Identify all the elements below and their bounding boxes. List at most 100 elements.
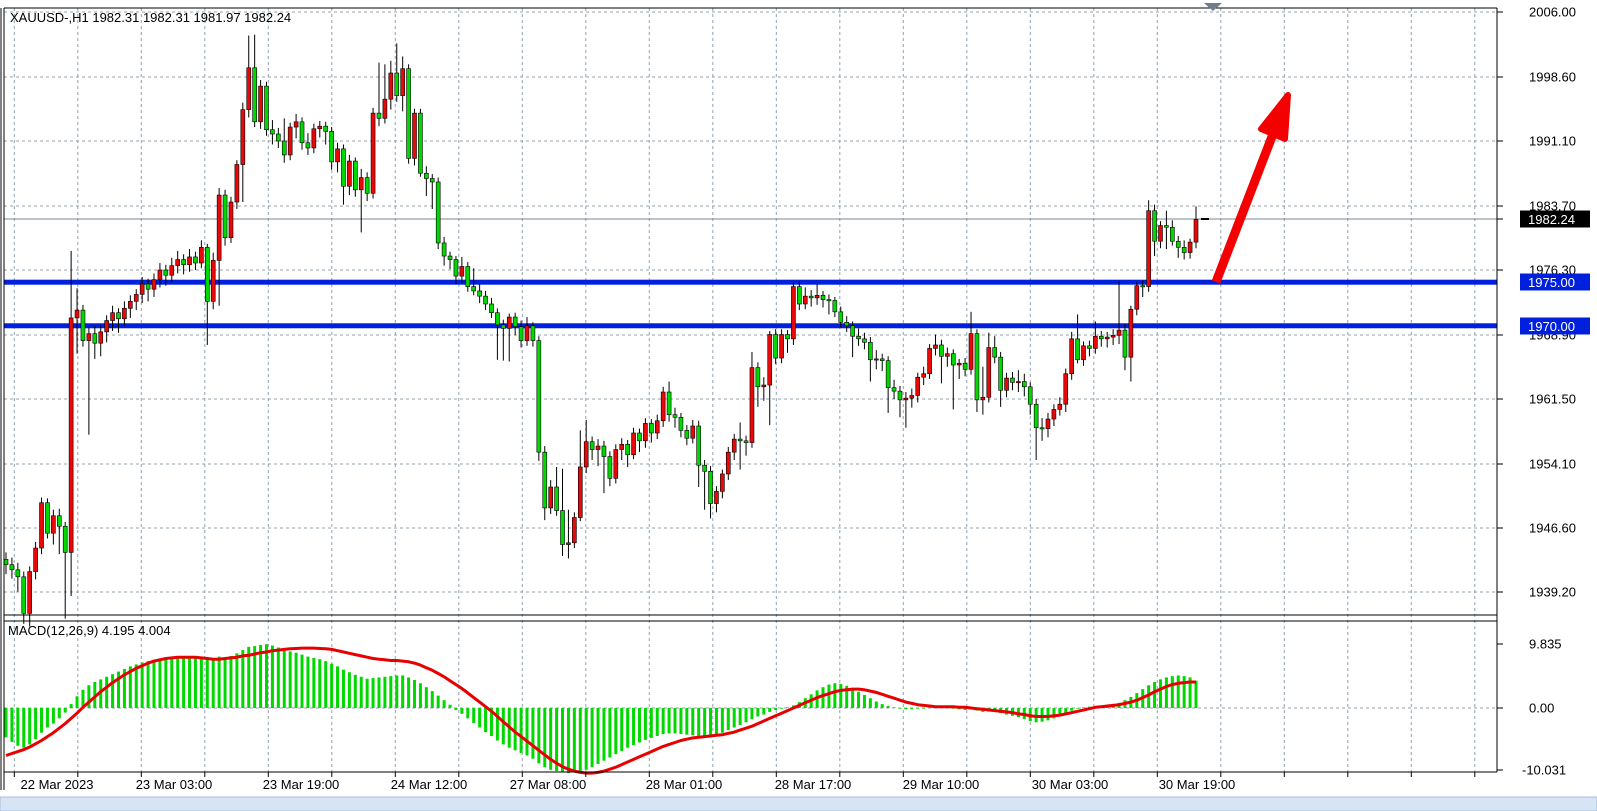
candle-bearish — [542, 451, 548, 509]
candle-bullish — [945, 353, 950, 357]
time-axis-label[interactable]: 27 Mar 08:00 — [510, 777, 587, 792]
candle-bearish — [489, 303, 494, 314]
candle-bearish — [808, 295, 814, 299]
candle-bullish — [293, 121, 299, 128]
price-axis-label[interactable]: 2006.00 — [1529, 5, 1576, 20]
candle-bullish — [933, 344, 938, 349]
candle-bearish — [862, 338, 867, 343]
macd-indicator-label: MACD(12,26,9) 4.195 4.004 — [8, 623, 171, 638]
macd-layer — [4, 644, 1198, 775]
candle-bullish — [506, 316, 512, 329]
horizontal-level-line — [4, 323, 1497, 329]
candle-bullish — [246, 67, 252, 110]
candle-bearish — [353, 160, 358, 191]
candle-bearish — [708, 471, 713, 504]
candle-bullish — [228, 201, 234, 239]
candle-bearish — [80, 309, 86, 341]
price-axis-label[interactable]: 1946.60 — [1529, 521, 1576, 536]
chart-shift-marker-icon[interactable] — [1204, 3, 1222, 11]
candle-bearish — [702, 464, 707, 472]
candle-bullish — [1069, 338, 1074, 375]
candle-bullish — [347, 160, 352, 187]
time-axis-label[interactable]: 22 Mar 2023 — [21, 777, 94, 792]
time-axis-label[interactable]: 28 Mar 17:00 — [775, 777, 852, 792]
time-axis-label[interactable]: 28 Mar 01:00 — [646, 777, 723, 792]
candle-bearish — [222, 194, 228, 239]
candle-bullish — [956, 362, 962, 366]
price-axis-label[interactable]: 1954.10 — [1529, 457, 1576, 472]
candle-bearish — [530, 325, 536, 341]
macd-axis-label[interactable]: 9.835 — [1529, 637, 1562, 652]
support-level-value: 1970.00 — [1528, 319, 1575, 334]
candle-bearish — [512, 316, 518, 327]
candle-bearish — [341, 148, 346, 187]
candle-bearish — [477, 290, 482, 297]
candle-bearish — [797, 286, 802, 305]
candle-bullish — [128, 301, 133, 309]
candle-bearish — [850, 325, 855, 337]
candle-bearish — [1181, 247, 1187, 253]
chart-title: XAUUSD-,H1 1982.31 1982.31 1981.97 1982.… — [10, 10, 291, 25]
candle-bullish — [986, 347, 992, 398]
price-axis-label[interactable]: 1998.60 — [1529, 70, 1576, 85]
candle-bearish — [832, 300, 838, 313]
time-axis-label[interactable]: 24 Mar 12:00 — [391, 777, 468, 792]
candle-bullish — [690, 425, 696, 439]
support-resistance-layer — [4, 218, 1497, 329]
candle-bearish — [9, 564, 15, 571]
current-price-value: 1982.24 — [1528, 212, 1575, 227]
candle-bullish — [631, 432, 636, 456]
candle-bullish — [382, 98, 388, 119]
candle-bullish — [566, 542, 571, 545]
candle-bearish — [607, 456, 613, 479]
candle-bearish — [868, 342, 873, 361]
candle-bearish — [424, 172, 429, 179]
time-axis-label[interactable]: 23 Mar 19:00 — [263, 777, 340, 792]
candle-bearish — [252, 67, 257, 123]
price-axis-label[interactable]: 1939.20 — [1529, 585, 1576, 600]
candle-bearish — [637, 432, 642, 442]
price-axis-label[interactable]: 1991.10 — [1529, 134, 1576, 149]
candle-bearish — [891, 387, 897, 392]
candle-bearish — [181, 259, 186, 266]
candle-bearish — [826, 299, 832, 302]
candle-bearish — [950, 353, 956, 366]
candle-bearish — [45, 502, 50, 534]
macd-axis-label[interactable]: -10.031 — [1522, 763, 1566, 778]
candle-bearish — [885, 360, 891, 388]
time-axis-label[interactable]: 23 Mar 03:00 — [136, 777, 213, 792]
price-axis-label[interactable]: 1961.50 — [1529, 392, 1576, 407]
macd-axis-label[interactable]: 0.00 — [1529, 701, 1554, 716]
candle-bullish — [27, 571, 32, 614]
price-axis-label[interactable]: 1983.70 — [1529, 199, 1576, 214]
candle-bullish — [1045, 418, 1051, 429]
time-axis-label[interactable]: 29 Mar 10:00 — [903, 777, 980, 792]
candle-bullish — [613, 449, 619, 479]
candle-bullish — [980, 396, 986, 401]
candle-bearish — [471, 286, 477, 292]
candle-bullish — [459, 266, 465, 277]
time-axis-label[interactable]: 30 Mar 03:00 — [1032, 777, 1109, 792]
candle-bearish — [299, 121, 305, 144]
candle-bullish — [767, 334, 773, 386]
time-axis-label[interactable]: 30 Mar 19:00 — [1159, 777, 1236, 792]
candle-bullish — [234, 164, 240, 203]
resistance-level-badge[interactable]: 1975.00 — [1520, 273, 1590, 291]
candle-bullish — [258, 85, 263, 123]
candle-bullish — [110, 312, 115, 321]
candle-bearish — [1087, 345, 1092, 349]
candle-bullish — [370, 112, 376, 194]
candle-bullish — [39, 502, 44, 549]
candle-bearish — [737, 438, 743, 442]
candle-bullish — [814, 294, 820, 299]
candle-bullish — [287, 126, 293, 156]
trend-arrow-head — [1258, 92, 1291, 142]
candle-bearish — [21, 576, 27, 614]
support-level-badge[interactable]: 1970.00 — [1520, 317, 1590, 335]
candle-bullish — [1081, 345, 1086, 361]
candle-bearish — [684, 430, 690, 439]
candle-bearish — [329, 131, 334, 163]
candle-bullish — [927, 348, 932, 375]
